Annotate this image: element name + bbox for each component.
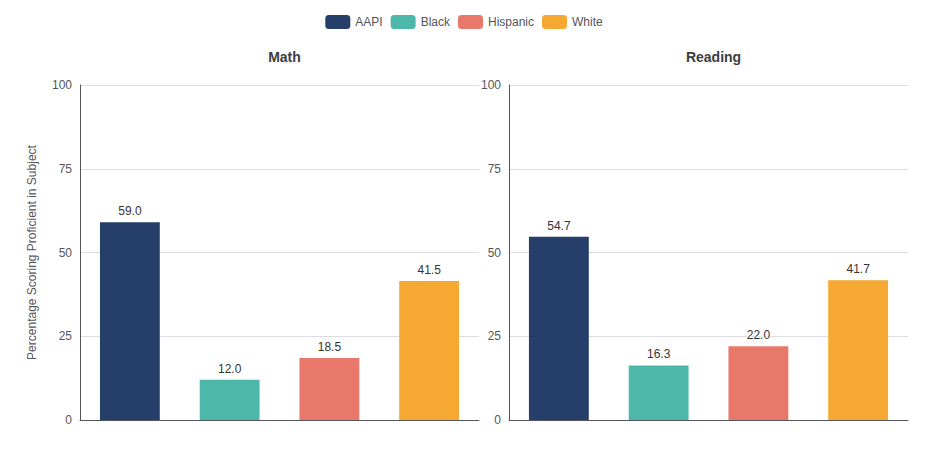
svg-text:AAPI: AAPI — [355, 15, 382, 29]
svg-text:Reading: Reading — [686, 49, 741, 65]
svg-text:100: 100 — [52, 78, 72, 92]
svg-text:54.7: 54.7 — [547, 219, 571, 233]
svg-text:18.5: 18.5 — [318, 340, 342, 354]
svg-text:0: 0 — [494, 413, 501, 427]
svg-text:16.3: 16.3 — [647, 347, 671, 361]
svg-text:100: 100 — [481, 78, 501, 92]
svg-text:12.0: 12.0 — [218, 362, 242, 376]
svg-text:Percentage Scoring Proficient: Percentage Scoring Proficient in Subject — [25, 144, 39, 359]
svg-text:50: 50 — [59, 246, 73, 260]
svg-text:41.7: 41.7 — [846, 262, 870, 276]
svg-text:75: 75 — [488, 162, 502, 176]
svg-text:0: 0 — [65, 413, 72, 427]
svg-text:25: 25 — [488, 329, 502, 343]
svg-text:25: 25 — [59, 329, 73, 343]
svg-text:41.5: 41.5 — [417, 263, 441, 277]
svg-text:22.0: 22.0 — [747, 328, 771, 342]
svg-text:75: 75 — [59, 162, 73, 176]
svg-text:59.0: 59.0 — [118, 204, 142, 218]
svg-text:White: White — [572, 15, 603, 29]
svg-text:Math: Math — [268, 49, 301, 65]
svg-text:50: 50 — [488, 246, 502, 260]
svg-text:Hispanic: Hispanic — [488, 15, 534, 29]
svg-text:Black: Black — [421, 15, 451, 29]
